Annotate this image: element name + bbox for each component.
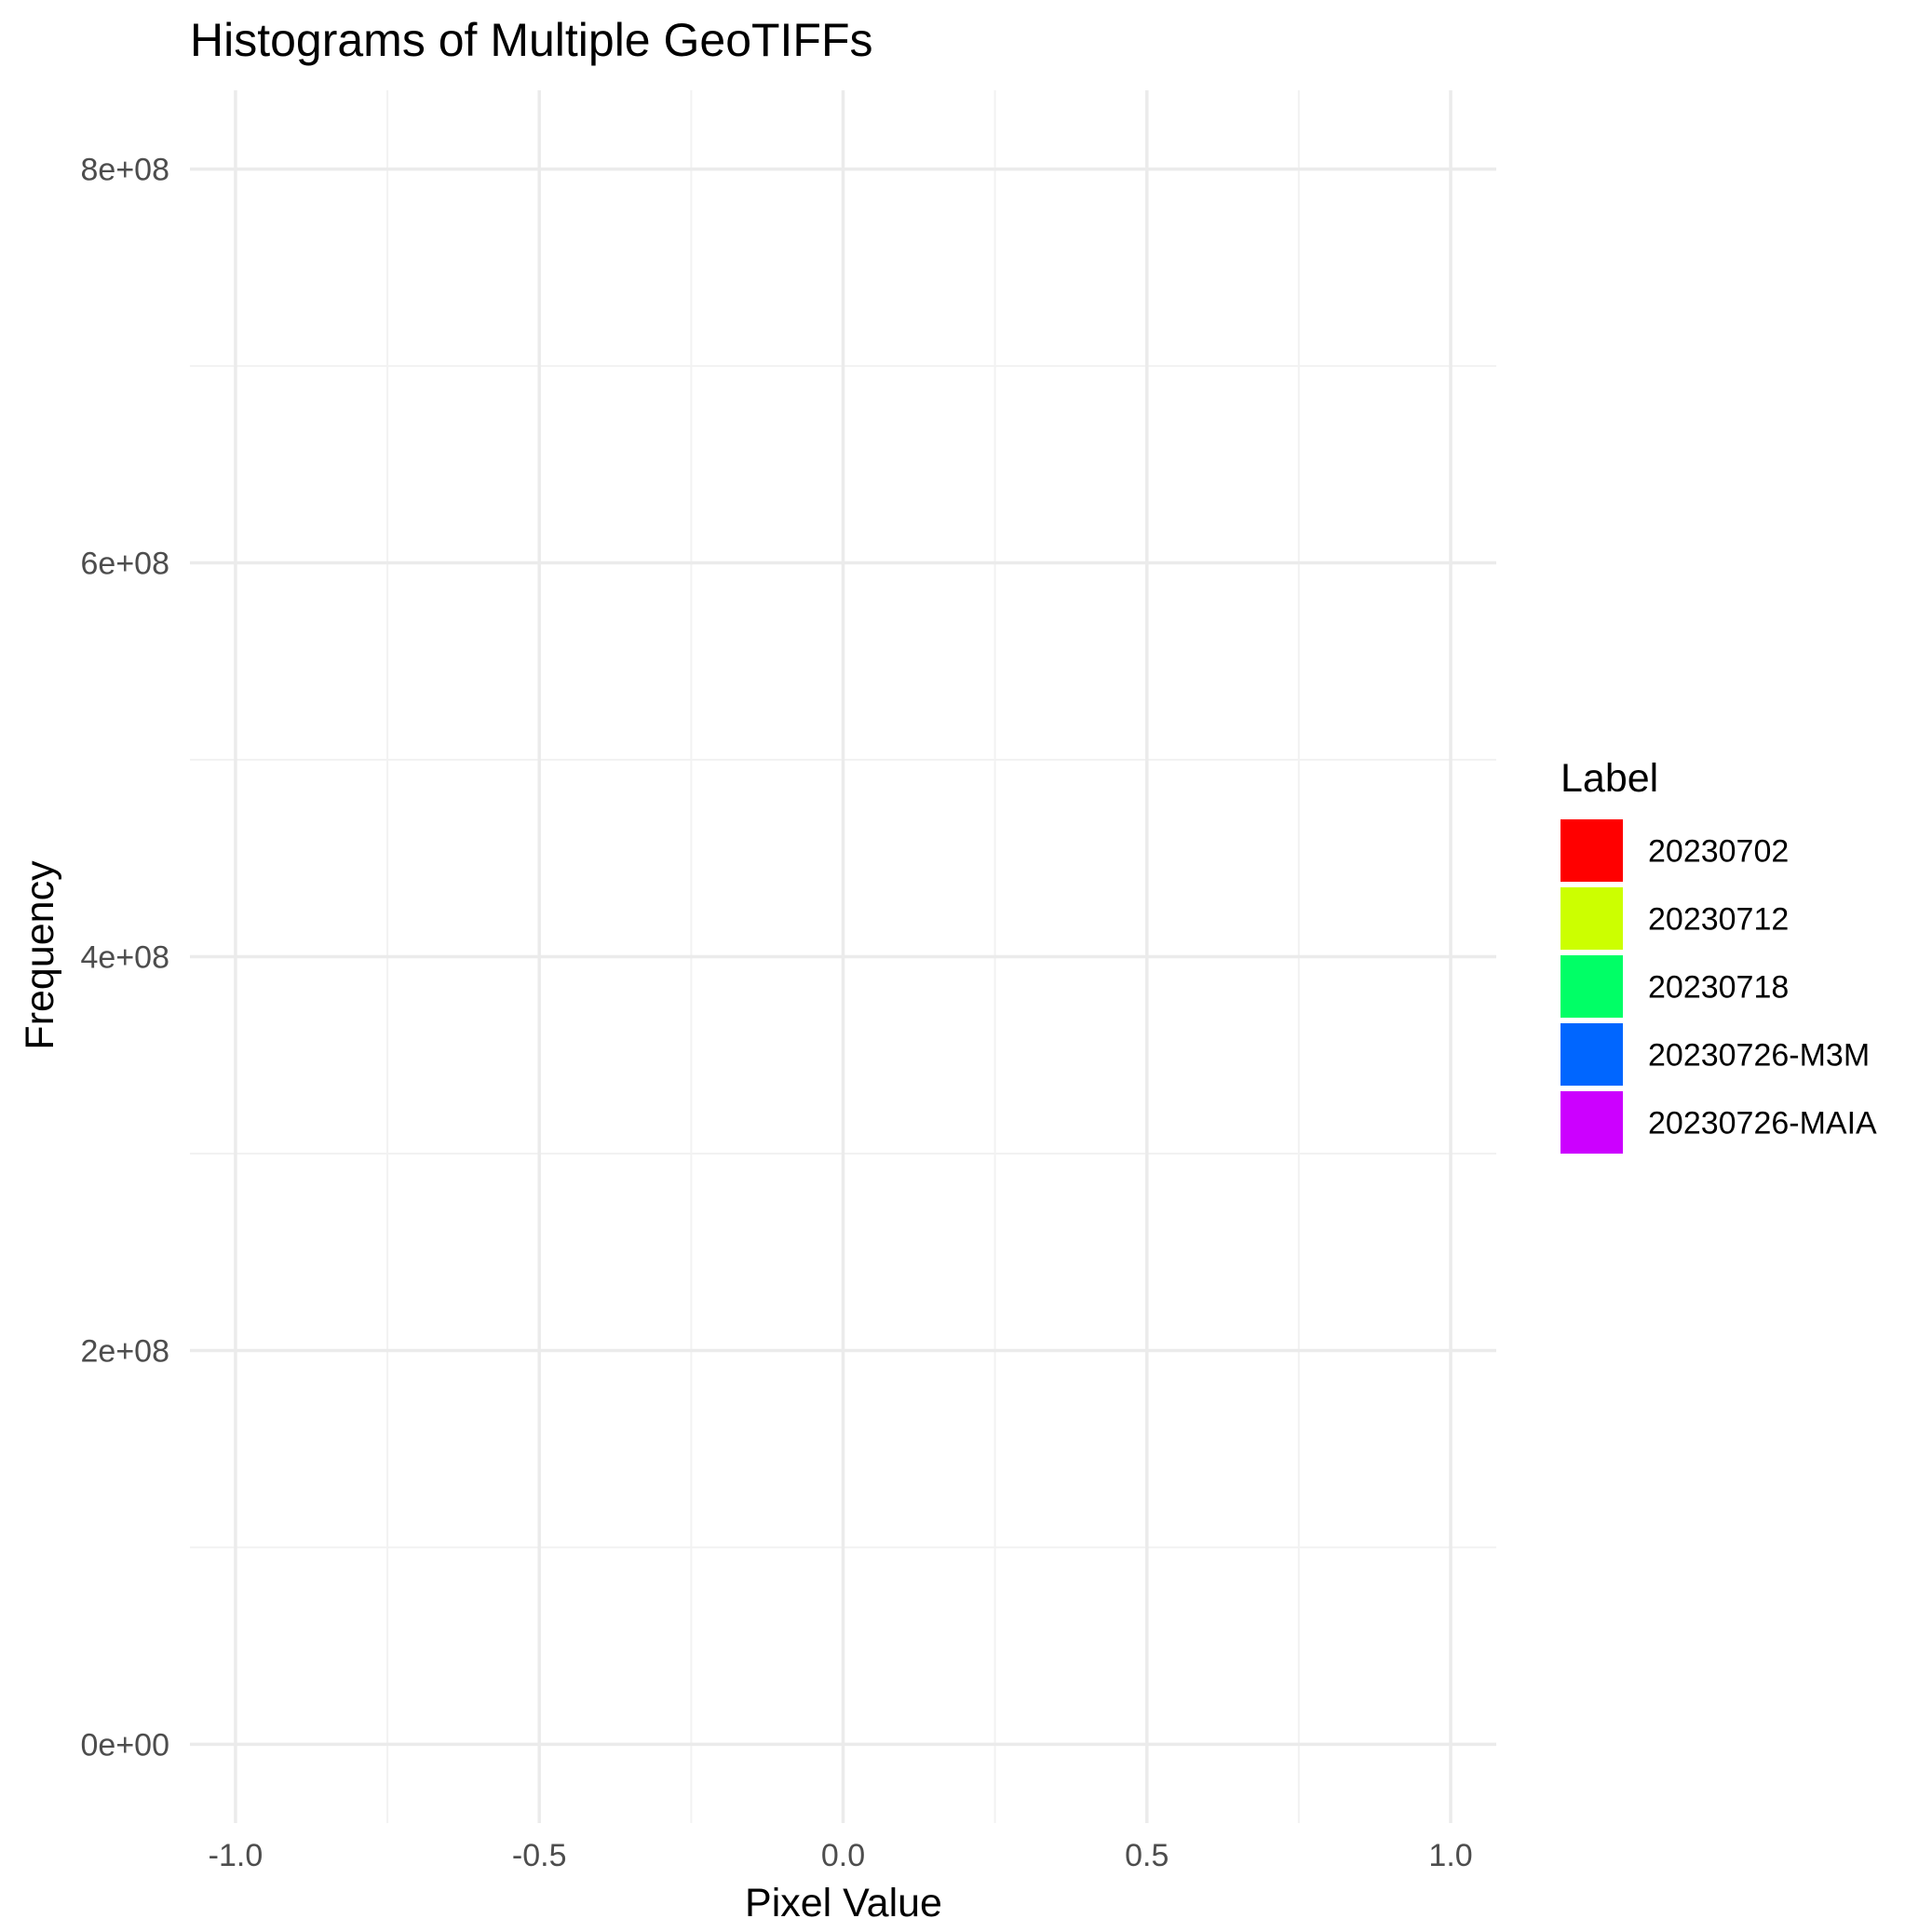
x-tick-label: -0.5	[512, 1838, 567, 1873]
y-tick-label: 0e+00	[81, 1727, 170, 1763]
legend-key	[1560, 1023, 1623, 1086]
legend-key	[1560, 1091, 1623, 1154]
x-tick-label: 1.0	[1428, 1838, 1472, 1873]
x-tick-label: 0.0	[821, 1838, 865, 1873]
y-axis-title: Frequency	[18, 860, 62, 1050]
chart-title: Histograms of Multiple GeoTIFFs	[190, 14, 873, 66]
legend-key	[1560, 819, 1623, 882]
legend-label: 20230718	[1648, 970, 1789, 1006]
legend-label: 20230726-MAIA	[1648, 1106, 1877, 1142]
legend-title: Label	[1560, 756, 1658, 801]
plot-panel: 0e+00 2e+08 4e+08 6e+08 8e+08 -1.0 -0.5 0.0 0.5 1…	[81, 90, 1496, 1873]
x-tick-label: -1.0	[209, 1838, 263, 1873]
x-tick-label: 0.5	[1125, 1838, 1169, 1873]
legend-label: 20230702	[1648, 834, 1789, 870]
legend-key	[1560, 887, 1623, 950]
legend: Label 20230702 20230712 20230718 20230726-M…	[1560, 756, 1877, 1154]
y-tick-label: 6e+08	[81, 547, 170, 582]
legend-key	[1560, 955, 1623, 1018]
legend-label: 20230726-M3M	[1648, 1038, 1870, 1074]
legend-label: 20230712	[1648, 902, 1789, 938]
y-tick-label: 2e+08	[81, 1333, 170, 1369]
x-axis-title: Pixel Value	[745, 1881, 942, 1925]
y-tick-label: 8e+08	[81, 153, 170, 188]
y-tick-label: 4e+08	[81, 940, 170, 976]
